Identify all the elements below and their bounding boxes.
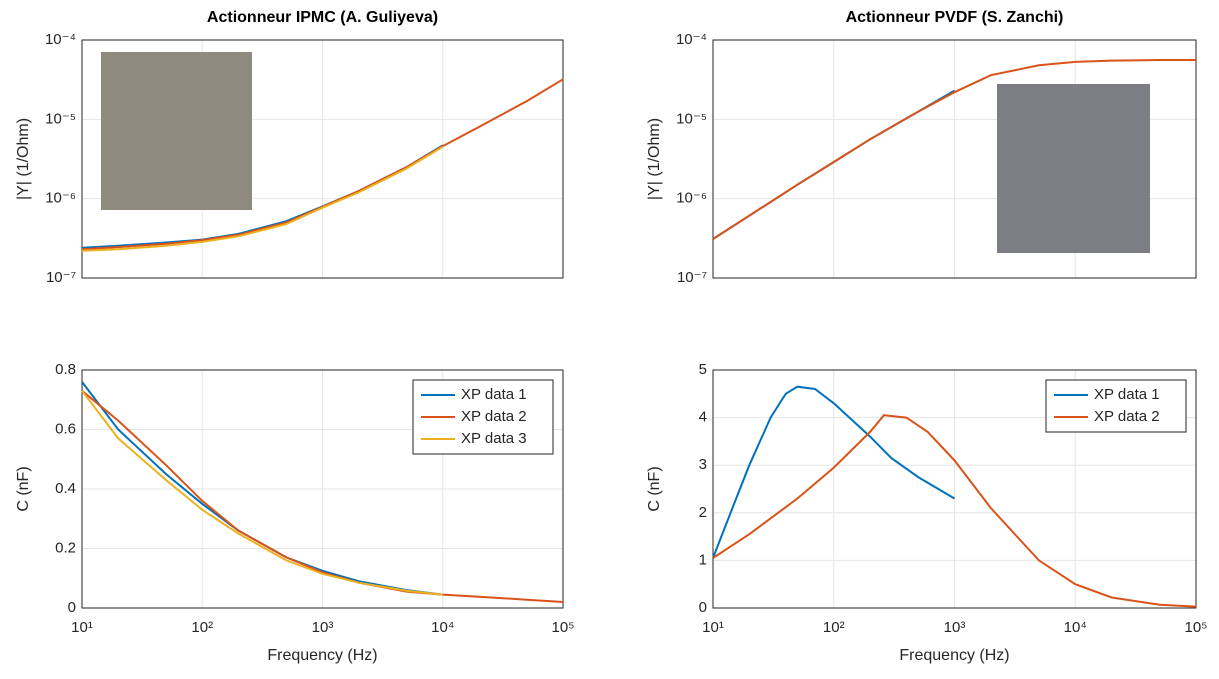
legend-label: XP data 1 <box>1094 386 1160 403</box>
y-tick-label: 10⁻⁴ <box>676 31 707 48</box>
x-tick-label: 10³ <box>312 619 334 636</box>
chart-title: Actionneur PVDF (S. Zanchi) <box>846 9 1064 26</box>
x-tick-label: 10⁵ <box>552 619 575 636</box>
x-tick-label: 10² <box>191 619 213 636</box>
y-axis-label: C (nF) <box>15 466 32 511</box>
y-tick-label: 1 <box>699 551 707 568</box>
x-tick-label: 10⁴ <box>1064 619 1087 636</box>
y-tick-label: 3 <box>699 456 707 473</box>
photo <box>101 52 252 210</box>
axes-box <box>712 369 1197 609</box>
legend-label: XP data 2 <box>1094 408 1160 425</box>
y-tick-label: 10⁻⁵ <box>45 110 76 127</box>
y-tick-label: 10⁻⁷ <box>677 269 707 286</box>
y-tick-label: 0.8 <box>55 361 76 378</box>
y-tick-label: 5 <box>699 361 707 378</box>
x-tick-label: 10⁵ <box>1185 619 1208 636</box>
y-tick-label: 0.4 <box>55 480 76 497</box>
x-tick-label: 10¹ <box>71 619 93 636</box>
y-tick-label: 4 <box>699 409 707 426</box>
y-tick-label: 0.2 <box>55 539 76 556</box>
y-tick-label: 10⁻⁶ <box>45 190 76 207</box>
y-axis-label: |Y| (1/Ohm) <box>646 118 663 200</box>
axes-box <box>81 369 564 609</box>
y-tick-label: 2 <box>699 504 707 521</box>
x-tick-label: 10¹ <box>702 619 724 636</box>
data-line <box>712 414 1197 608</box>
data-line <box>81 145 444 252</box>
legend-box <box>1045 379 1187 433</box>
data-line <box>712 385 956 559</box>
y-tick-label: 10⁻⁷ <box>46 269 76 286</box>
chart-title: Actionneur IPMC (A. Guliyeva) <box>207 9 438 26</box>
x-tick-label: 10³ <box>944 619 966 636</box>
y-tick-label: 0 <box>699 599 707 616</box>
data-line <box>81 390 564 603</box>
data-line <box>712 59 1196 240</box>
axes-box <box>81 39 564 279</box>
y-tick-label: 10⁻⁵ <box>676 110 707 127</box>
axes-box <box>712 39 1197 279</box>
legend-label: XP data 2 <box>461 408 527 425</box>
x-tick-label: 10⁴ <box>431 619 454 636</box>
y-axis-label: |Y| (1/Ohm) <box>15 118 32 200</box>
y-tick-label: 10⁻⁶ <box>676 190 707 207</box>
data-line <box>81 390 443 596</box>
y-tick-label: 0 <box>68 599 76 616</box>
legend-label: XP data 1 <box>461 386 527 403</box>
y-tick-label: 0.6 <box>55 420 76 437</box>
legend-label: XP data 3 <box>461 430 527 447</box>
x-tick-label: 10² <box>823 619 845 636</box>
y-axis-label: C (nF) <box>646 466 663 511</box>
photo <box>997 84 1150 253</box>
y-tick-label: 10⁻⁴ <box>45 31 76 48</box>
x-axis-label: Frequency (Hz) <box>899 647 1009 664</box>
x-axis-label: Frequency (Hz) <box>267 647 377 664</box>
